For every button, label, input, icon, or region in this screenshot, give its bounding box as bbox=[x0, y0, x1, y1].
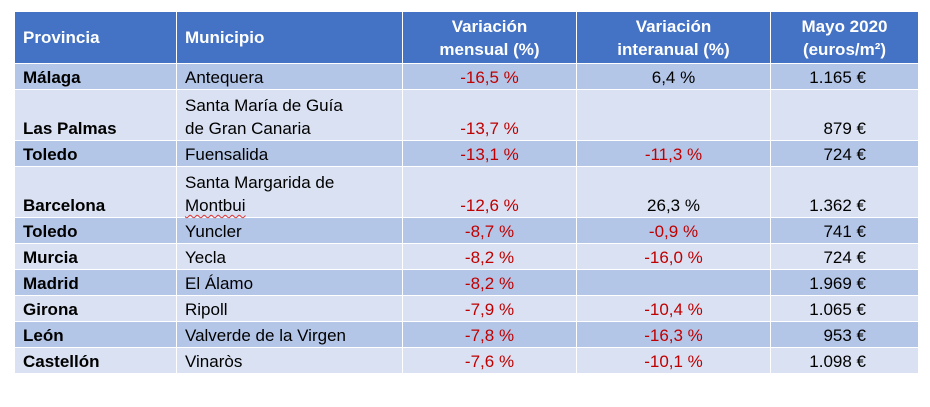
variacion-interanual-cell: -11,3 % bbox=[576, 140, 771, 167]
provincia-cell: Castellón bbox=[14, 347, 177, 374]
provincia-cell: Toledo bbox=[14, 140, 177, 167]
variacion-mensual-cell: -8,2 % bbox=[402, 243, 577, 270]
variacion-interanual-cell: 26,3 % bbox=[576, 166, 771, 218]
table-row: Toledo Fuensalida -13,1 % -11,3 % 724 € bbox=[14, 140, 919, 167]
table-row: Málaga Antequera -16,5 % 6,4 % 1.165 € bbox=[14, 63, 919, 90]
municipio-line2: de Gran Canaria bbox=[185, 119, 311, 138]
provincia-cell: Barcelona bbox=[14, 166, 177, 218]
municipio-line1: Santa Margarida de bbox=[185, 173, 335, 192]
table-row: Barcelona Santa Margarida de Montbui -12… bbox=[14, 166, 919, 218]
municipio-cell: Ripoll bbox=[176, 295, 403, 322]
variacion-mensual-cell: -16,5 % bbox=[402, 63, 577, 90]
municipio-line1: Santa María de Guía bbox=[185, 96, 343, 115]
table-row: Castellón Vinaròs -7,6 % -10,1 % 1.098 € bbox=[14, 347, 919, 374]
precio-cell: 724 € bbox=[770, 140, 919, 167]
header-variacion-mensual: Variación mensual (%) bbox=[402, 11, 577, 64]
variacion-interanual-cell bbox=[576, 89, 771, 141]
provincia-cell: Girona bbox=[14, 295, 177, 322]
header-variacion-interanual: Variación interanual (%) bbox=[576, 11, 771, 64]
header-row: Provincia Municipio Variación mensual (%… bbox=[14, 11, 919, 64]
municipio-cell: Valverde de la Virgen bbox=[176, 321, 403, 348]
variacion-mensual-cell: -8,2 % bbox=[402, 269, 577, 296]
provincia-cell: Murcia bbox=[14, 243, 177, 270]
precio-cell: 1.065 € bbox=[770, 295, 919, 322]
precio-cell: 724 € bbox=[770, 243, 919, 270]
header-variacion-interanual-line1: Variación bbox=[635, 16, 712, 36]
variacion-interanual-cell: -0,9 % bbox=[576, 217, 771, 244]
table-header: Provincia Municipio Variación mensual (%… bbox=[14, 11, 919, 64]
variacion-interanual-cell bbox=[576, 269, 771, 296]
table-row: León Valverde de la Virgen -7,8 % -16,3 … bbox=[14, 321, 919, 348]
header-variacion-mensual-line2: mensual (%) bbox=[439, 39, 540, 59]
variacion-mensual-cell: -12,6 % bbox=[402, 166, 577, 218]
variacion-mensual-cell: -8,7 % bbox=[402, 217, 577, 244]
precio-cell: 741 € bbox=[770, 217, 919, 244]
table-row: Las Palmas Santa María de Guía de Gran C… bbox=[14, 89, 919, 141]
header-variacion-interanual-line2: interanual (%) bbox=[617, 39, 730, 59]
header-municipio: Municipio bbox=[176, 11, 403, 64]
variacion-interanual-cell: -16,3 % bbox=[576, 321, 771, 348]
variacion-interanual-cell: -10,4 % bbox=[576, 295, 771, 322]
provincia-cell: León bbox=[14, 321, 177, 348]
municipio-cell: Vinaròs bbox=[176, 347, 403, 374]
variacion-interanual-cell: 6,4 % bbox=[576, 63, 771, 90]
municipio-cell: El Álamo bbox=[176, 269, 403, 296]
variacion-interanual-cell: -10,1 % bbox=[576, 347, 771, 374]
provincia-cell: Toledo bbox=[14, 217, 177, 244]
table-row: Girona Ripoll -7,9 % -10,4 % 1.065 € bbox=[14, 295, 919, 322]
variacion-mensual-cell: -13,7 % bbox=[402, 89, 577, 141]
variacion-mensual-cell: -7,9 % bbox=[402, 295, 577, 322]
variacion-mensual-cell: -7,8 % bbox=[402, 321, 577, 348]
price-variation-table-container: Provincia Municipio Variación mensual (%… bbox=[14, 11, 919, 374]
municipio-cell: Yuncler bbox=[176, 217, 403, 244]
precio-cell: 1.969 € bbox=[770, 269, 919, 296]
municipio-cell: Fuensalida bbox=[176, 140, 403, 167]
table-body: Málaga Antequera -16,5 % 6,4 % 1.165 € L… bbox=[14, 63, 919, 374]
provincia-cell: Las Palmas bbox=[14, 89, 177, 141]
precio-cell: 1.098 € bbox=[770, 347, 919, 374]
provincia-cell: Madrid bbox=[14, 269, 177, 296]
precio-cell: 1.165 € bbox=[770, 63, 919, 90]
precio-cell: 1.362 € bbox=[770, 166, 919, 218]
header-variacion-mensual-line1: Variación bbox=[451, 16, 528, 36]
variacion-mensual-cell: -7,6 % bbox=[402, 347, 577, 374]
municipio-cell: Santa María de Guía de Gran Canaria bbox=[176, 89, 403, 141]
header-precio: Mayo 2020 (euros/m²) bbox=[770, 11, 919, 64]
precio-cell: 879 € bbox=[770, 89, 919, 141]
price-variation-table: Provincia Municipio Variación mensual (%… bbox=[14, 11, 919, 374]
header-provincia: Provincia bbox=[14, 11, 177, 64]
municipio-cell: Antequera bbox=[176, 63, 403, 90]
municipio-line2: Montbui bbox=[185, 196, 246, 215]
variacion-interanual-cell: -16,0 % bbox=[576, 243, 771, 270]
municipio-cell: Yecla bbox=[176, 243, 403, 270]
table-row: Murcia Yecla -8,2 % -16,0 % 724 € bbox=[14, 243, 919, 270]
precio-cell: 953 € bbox=[770, 321, 919, 348]
variacion-mensual-cell: -13,1 % bbox=[402, 140, 577, 167]
table-row: Madrid El Álamo -8,2 % 1.969 € bbox=[14, 269, 919, 296]
header-precio-line2: (euros/m²) bbox=[802, 39, 887, 59]
header-precio-line1: Mayo 2020 bbox=[801, 16, 888, 36]
municipio-cell: Santa Margarida de Montbui bbox=[176, 166, 403, 218]
table-row: Toledo Yuncler -8,7 % -0,9 % 741 € bbox=[14, 217, 919, 244]
provincia-cell: Málaga bbox=[14, 63, 177, 90]
